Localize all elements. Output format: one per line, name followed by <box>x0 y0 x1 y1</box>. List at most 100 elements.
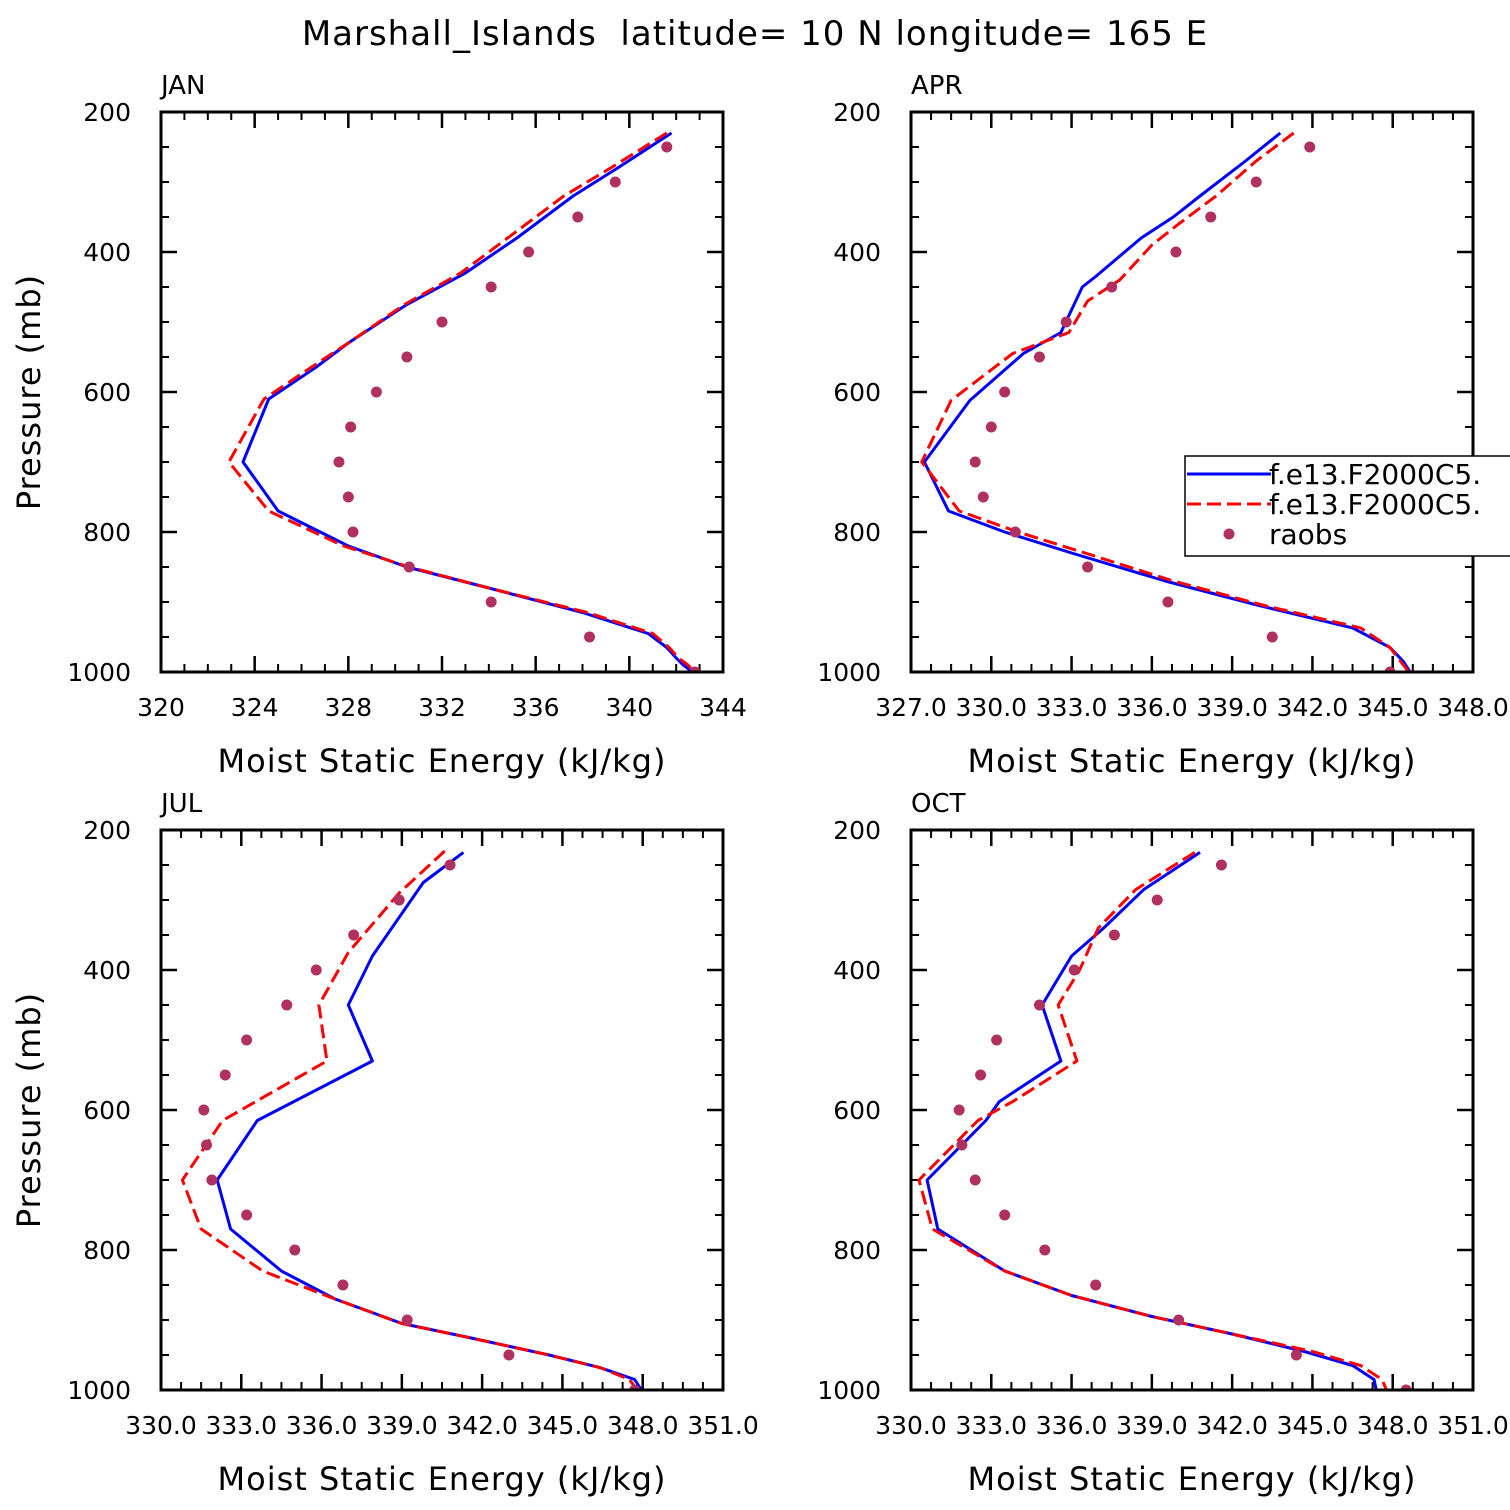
raobs-point <box>348 929 360 941</box>
raobs-point <box>969 1174 981 1186</box>
panel-jul: JUL 330.0 333.0 336.0 339.0 342.0 345.0 348.0 35… <box>10 789 759 1498</box>
raobs-point <box>1162 596 1174 608</box>
x-tick-label: 330.0 <box>875 1411 947 1440</box>
y-tick-label: 1000 <box>67 658 131 687</box>
x-tick-label: 327.0 <box>875 693 947 722</box>
raobs-point <box>1266 631 1278 643</box>
raobs-point <box>1033 999 1045 1011</box>
plot-frame <box>909 110 1475 674</box>
x-tick-label: 351.0 <box>687 1411 759 1440</box>
y-tick-label: 200 <box>833 816 881 845</box>
raobs-point <box>661 141 673 153</box>
x-tick-label: 345.0 <box>1277 1411 1349 1440</box>
x-tick-label: 330.0 <box>955 693 1027 722</box>
plot-frame <box>159 828 725 1392</box>
raobs-point <box>485 596 497 608</box>
raobs-point <box>969 456 981 468</box>
x-axis-label: Moist Static Energy (kJ/kg) <box>968 1460 1417 1498</box>
raobs-point <box>1215 859 1227 871</box>
y-tick-label: 600 <box>83 378 131 407</box>
x-tick-label: 333.0 <box>205 1411 277 1440</box>
x-tick-label: 351.0 <box>1437 1411 1509 1440</box>
x-tick-label: 324 <box>231 693 279 722</box>
raobs-point <box>485 281 497 293</box>
raobs-point <box>1106 281 1118 293</box>
y-tick-label: 400 <box>83 238 131 267</box>
y-tick-label: 200 <box>833 98 881 127</box>
raobs-point <box>975 1069 987 1081</box>
raobs-point <box>1090 1279 1102 1291</box>
x-tick-label: 336 <box>512 693 560 722</box>
raobs-point <box>281 999 293 1011</box>
raobs-point <box>1170 246 1182 258</box>
plot-frame <box>159 110 725 674</box>
raobs-point <box>241 1209 253 1221</box>
raobs-point <box>985 421 997 433</box>
x-tick-label: 336.0 <box>1036 1411 1108 1440</box>
raobs-point <box>572 211 584 223</box>
raobs-point <box>1082 561 1094 573</box>
raobs-point <box>1250 176 1262 188</box>
raobs-point <box>1108 929 1120 941</box>
legend-marker <box>1223 528 1235 540</box>
x-tick-label: 332 <box>418 693 466 722</box>
raobs-point <box>403 561 415 573</box>
x-tick-label: 333.0 <box>1036 693 1108 722</box>
raobs-point <box>401 1314 413 1326</box>
y-axis-label: Pressure (mb) <box>10 992 48 1228</box>
raobs-point <box>1033 351 1045 363</box>
raobs-point <box>333 456 345 468</box>
x-axis-label: Moist Static Energy (kJ/kg) <box>218 1460 667 1498</box>
panel-label: OCT <box>911 789 966 819</box>
x-tick-label: 342.0 <box>1196 1411 1268 1440</box>
plot-area <box>180 849 644 1390</box>
panel-oct: OCT 330.0 333.0 336.0 339.0 342.0 345.0 348.0 35… <box>817 789 1508 1498</box>
series-line-dashed <box>227 131 696 672</box>
series-line-solid <box>241 131 694 672</box>
x-tick-label: 348.0 <box>1437 693 1509 722</box>
x-tick-label: 330.0 <box>125 1411 197 1440</box>
raobs-point <box>241 1034 253 1046</box>
y-tick-label: 400 <box>833 238 881 267</box>
y-tick-label: 400 <box>833 956 881 985</box>
x-axis-label: Moist Static Energy (kJ/kg) <box>218 742 667 780</box>
y-tick-label: 200 <box>83 816 131 845</box>
plot-area <box>227 131 701 672</box>
raobs-point <box>1173 1314 1185 1326</box>
raobs-point <box>401 351 413 363</box>
x-tick-label: 339.0 <box>1196 693 1268 722</box>
x-tick-label: 333.0 <box>955 1411 1027 1440</box>
panel-label: APR <box>911 71 963 101</box>
series-line-dashed <box>920 131 1410 672</box>
x-tick-label: 320 <box>137 693 185 722</box>
raobs-point <box>289 1244 301 1256</box>
raobs-point <box>503 1349 515 1361</box>
raobs-point <box>342 491 354 503</box>
y-tick-label: 600 <box>833 1096 881 1125</box>
raobs-point <box>444 859 456 871</box>
y-tick-label: 800 <box>83 1236 131 1265</box>
plot-area <box>920 131 1412 672</box>
series-line-dashed <box>917 851 1389 1390</box>
raobs-point <box>206 1174 218 1186</box>
raobs-point <box>1290 1349 1302 1361</box>
legend: f.e13.F2000C5.f.e13.F2000C5.raobs <box>1184 455 1510 557</box>
series-line-solid <box>922 131 1412 672</box>
panel-apr: APR 327.0 330.0 333.0 336.0 339.0 342.0 345.0 34… <box>817 71 1508 780</box>
raobs-point <box>1304 141 1316 153</box>
legend-label: f.e13.F2000C5. <box>1269 458 1481 491</box>
raobs-point <box>953 1104 965 1116</box>
x-tick-label: 342.0 <box>1277 693 1349 722</box>
plot-frame <box>909 828 1475 1392</box>
raobs-point <box>198 1104 210 1116</box>
raobs-point <box>345 421 357 433</box>
raobs-point <box>1151 894 1163 906</box>
y-tick-label: 200 <box>83 98 131 127</box>
chart-panels: JAN 320 324 328 332 336 340 344 200 400 600 800 1000… <box>10 71 1509 1498</box>
raobs-point <box>991 1034 1003 1046</box>
x-axis-label: Moist Static Energy (kJ/kg) <box>968 742 1417 780</box>
raobs-point <box>1039 1244 1051 1256</box>
legend-label: raobs <box>1269 518 1347 551</box>
raobs-point <box>523 246 535 258</box>
